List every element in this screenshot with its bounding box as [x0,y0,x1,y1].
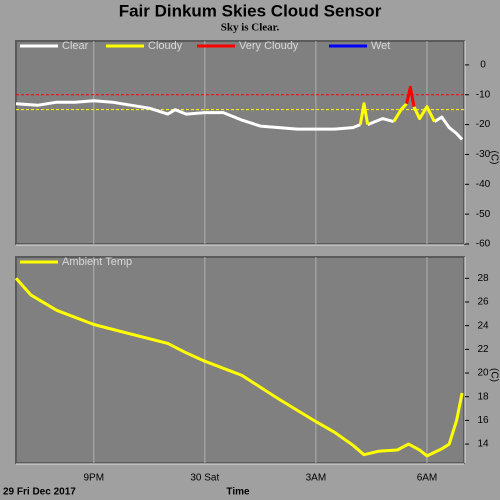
y-tick-label: 24 [477,320,489,331]
y-tick-label: -10 [476,89,491,100]
plot-area [15,40,465,245]
y-tick-label: -50 [476,209,491,220]
series-line [15,99,464,141]
y-axis-label: (C) [488,151,499,165]
series-line [358,102,436,125]
series-line [14,277,464,458]
chart-title: Fair Dinkum Skies Cloud Sensor [119,1,382,20]
plot-area [15,256,465,464]
legend-label: Ambient Temp [62,256,132,268]
legend-label: Wet [371,40,390,52]
y-tick-label: -30 [476,149,491,160]
y-tick-label: -20 [476,119,491,130]
y-tick-label: 16 [477,415,489,426]
y-tick-label: 26 [477,297,489,308]
y-tick-label: 22 [477,344,489,355]
y-tick-label: 18 [477,391,489,402]
legend-label: Clear [62,40,89,52]
y-tick-label: 28 [477,273,489,284]
series-line [405,85,416,107]
y-axis-label: (C) [488,368,499,382]
y-tick-label: -60 [476,239,491,250]
y-tick-label: 14 [477,439,489,450]
x-tick-label: 9PM [83,473,104,484]
x-axis-label: Time [226,487,250,498]
y-tick-label: -40 [476,179,491,190]
x-tick-label: 30 Sat [190,473,219,484]
y-tick-label: 20 [477,368,489,379]
x-tick-label: 6AM [417,473,438,484]
x-tick-label: 3AM [306,473,327,484]
legend-label: Very Cloudy [239,40,299,52]
legend-label: Cloudy [148,40,183,52]
y-tick-label: 0 [480,60,486,71]
date-label: 29 Fri Dec 2017 [3,487,76,498]
chart-subtitle: Sky is Clear. [221,22,280,34]
